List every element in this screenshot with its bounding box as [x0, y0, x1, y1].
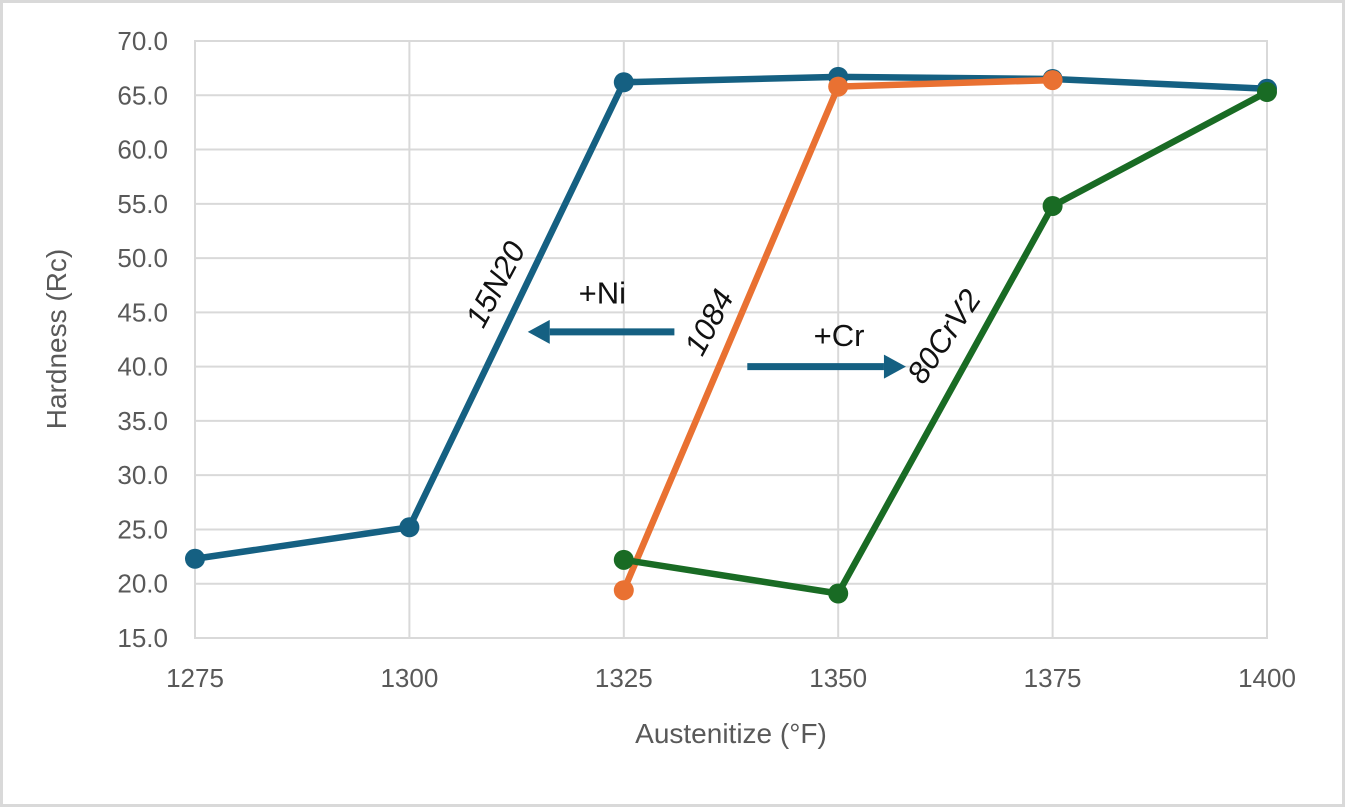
data-point-80CrV2 [1042, 195, 1063, 216]
annotation-label-15N20: 15N20 [459, 236, 533, 333]
x-tick-label: 1375 [1024, 663, 1082, 693]
annotation-label-1084: 1084 [677, 284, 740, 361]
y-tick-label: 65.0 [117, 80, 168, 110]
y-tick-label: 35.0 [117, 406, 168, 436]
data-point-15N20 [399, 517, 420, 538]
data-point-80CrV2 [1257, 82, 1277, 103]
y-tick-label: 30.0 [117, 460, 168, 490]
annotation-label-Cr: +Cr [814, 318, 865, 353]
data-point-80CrV2 [613, 549, 634, 570]
series-line-80CrV2 [620, 88, 1271, 597]
data-point-80CrV2 [828, 583, 849, 604]
y-tick-label: 70.0 [117, 26, 168, 56]
arrow-right-icon [883, 354, 906, 379]
y-tick-label: 40.0 [117, 352, 168, 382]
y-tick-label: 25.0 [117, 514, 168, 544]
x-axis-title: Austenitize (°F) [635, 718, 827, 749]
y-tick-label: 60.0 [117, 135, 168, 165]
data-point-15N20 [613, 72, 634, 93]
y-tick-label: 55.0 [117, 189, 168, 219]
y-tick-label: 20.0 [117, 569, 168, 599]
data-point-1084 [828, 76, 849, 97]
annotation-label-80CrV2: 80CrV2 [900, 283, 988, 390]
x-tick-label: 1325 [595, 663, 653, 693]
x-tick-label: 1300 [380, 663, 438, 693]
y-tick-label: 15.0 [117, 623, 168, 653]
y-axis-title: Hardness (Rc) [41, 248, 72, 430]
data-point-15N20 [185, 548, 205, 569]
x-tick-label: 1400 [1238, 663, 1296, 693]
plot-border [194, 40, 1268, 639]
x-tick-label: 1350 [809, 663, 867, 693]
data-point-1084 [1042, 70, 1063, 91]
series-line-15N20 [191, 73, 1271, 563]
arrow-left-icon [527, 319, 550, 344]
annotation-label-Ni: +Ni [579, 276, 626, 311]
data-point-1084 [613, 580, 634, 601]
x-tick-label: 1275 [166, 663, 224, 693]
y-tick-label: 45.0 [117, 297, 168, 327]
y-tick-label: 50.0 [117, 243, 168, 273]
